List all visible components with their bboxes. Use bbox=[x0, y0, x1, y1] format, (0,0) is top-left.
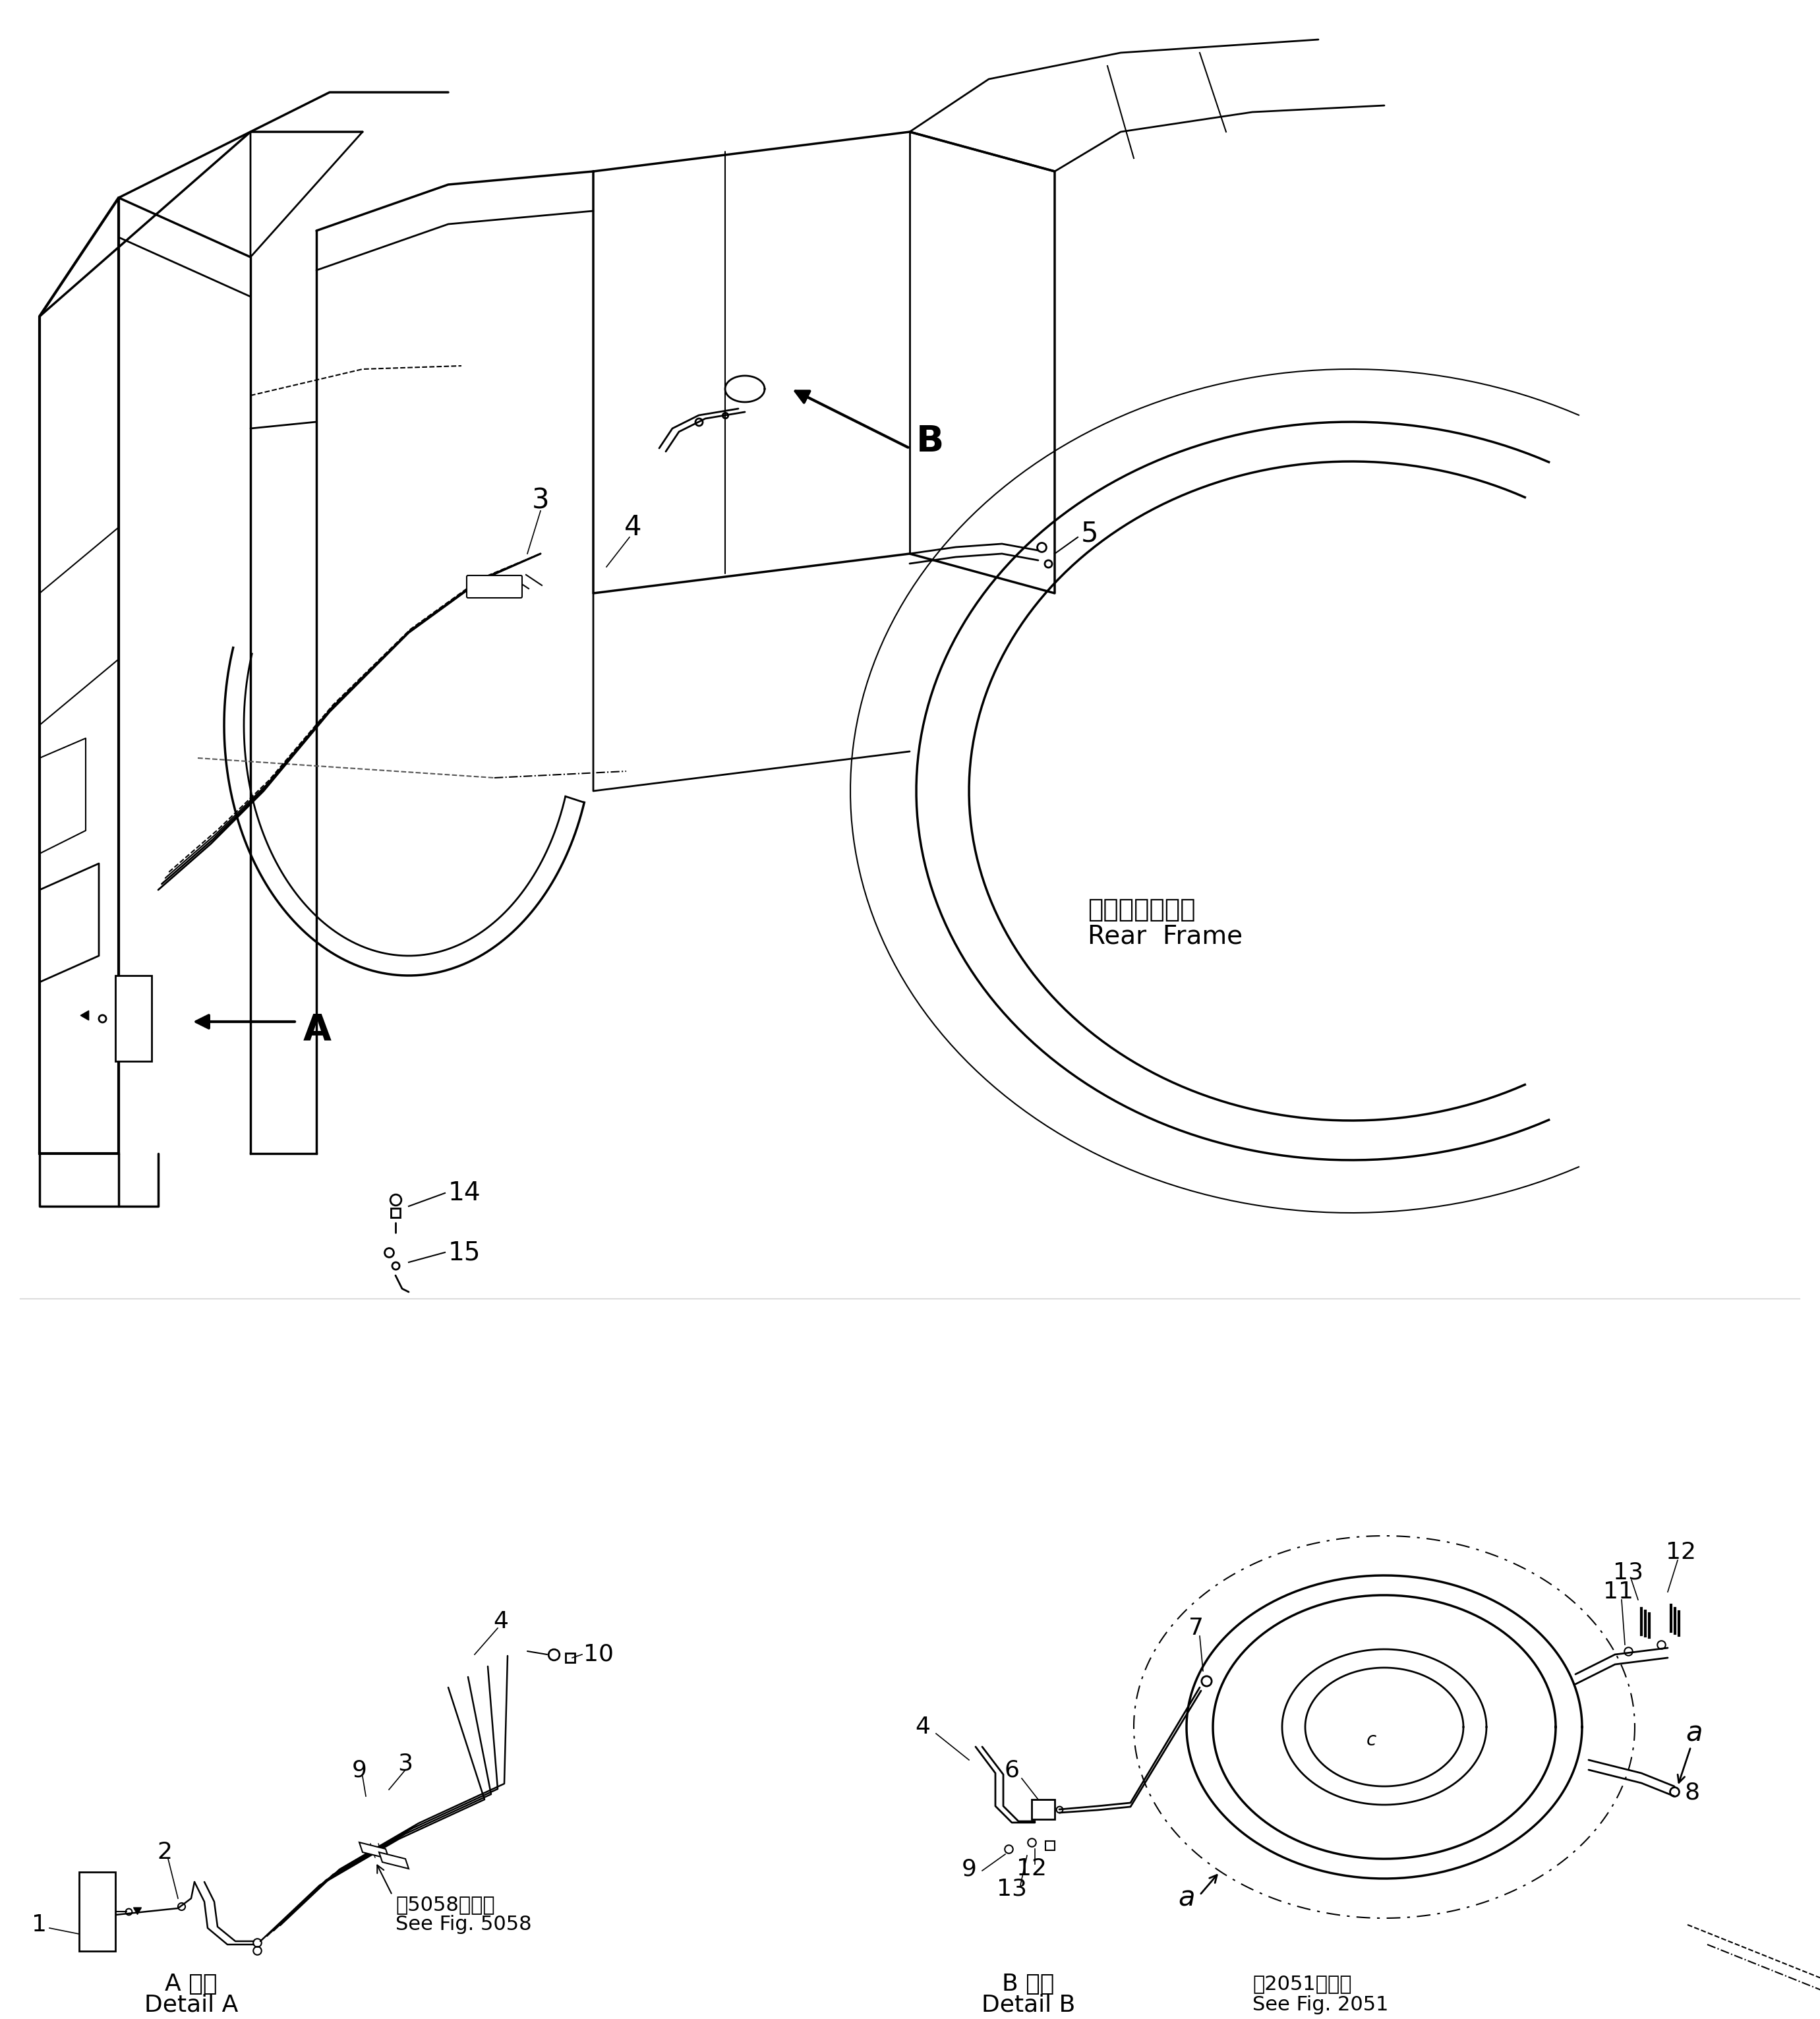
Text: B: B bbox=[915, 424, 945, 460]
Text: 11: 11 bbox=[1603, 1581, 1634, 1603]
Text: 4: 4 bbox=[493, 1611, 508, 1633]
Text: 5: 5 bbox=[1081, 521, 1099, 547]
Text: 12: 12 bbox=[1665, 1540, 1696, 1563]
Text: A 詳細: A 詳細 bbox=[166, 1973, 217, 1995]
Text: 図5058図参照: 図5058図参照 bbox=[395, 1896, 495, 1914]
Text: A: A bbox=[304, 1012, 331, 1048]
Text: 1: 1 bbox=[33, 1914, 47, 1936]
Text: 3: 3 bbox=[399, 1752, 413, 1775]
Text: See Fig. 2051: See Fig. 2051 bbox=[1252, 1995, 1389, 2015]
Text: 2: 2 bbox=[157, 1841, 173, 1864]
Text: Rear  Frame: Rear Frame bbox=[1088, 923, 1243, 949]
Polygon shape bbox=[359, 1843, 389, 1859]
Text: c: c bbox=[1367, 1730, 1376, 1748]
Text: a: a bbox=[1178, 1884, 1196, 1912]
Text: 12: 12 bbox=[1016, 1857, 1046, 1880]
Bar bbox=[78, 1872, 115, 1950]
Text: 図2051図参照: 図2051図参照 bbox=[1252, 1975, 1352, 1993]
Text: 14: 14 bbox=[448, 1181, 480, 1205]
Text: 6: 6 bbox=[1005, 1759, 1019, 1781]
Text: Detail B: Detail B bbox=[981, 1995, 1076, 2017]
Text: B 詳細: B 詳細 bbox=[1003, 1973, 1054, 1995]
Bar bbox=[115, 975, 151, 1062]
Text: Detail A: Detail A bbox=[144, 1995, 238, 2017]
Text: 13: 13 bbox=[997, 1878, 1026, 1900]
Text: 13: 13 bbox=[1613, 1561, 1643, 1583]
Text: a: a bbox=[1685, 1720, 1702, 1746]
Text: リヤーフレーム: リヤーフレーム bbox=[1088, 896, 1196, 923]
Text: 10: 10 bbox=[584, 1643, 613, 1666]
Text: 4: 4 bbox=[624, 513, 641, 541]
Text: 8: 8 bbox=[1684, 1781, 1700, 1805]
Text: 9: 9 bbox=[961, 1857, 977, 1880]
Polygon shape bbox=[379, 1851, 410, 1870]
Text: 3: 3 bbox=[531, 487, 550, 515]
Text: 9: 9 bbox=[351, 1759, 368, 1781]
Text: 7: 7 bbox=[1188, 1617, 1205, 1639]
Text: See Fig. 5058: See Fig. 5058 bbox=[395, 1916, 531, 1934]
Bar bbox=[1032, 1799, 1056, 1819]
FancyBboxPatch shape bbox=[466, 575, 522, 598]
Text: 4: 4 bbox=[915, 1716, 930, 1738]
Text: 15: 15 bbox=[448, 1240, 480, 1266]
